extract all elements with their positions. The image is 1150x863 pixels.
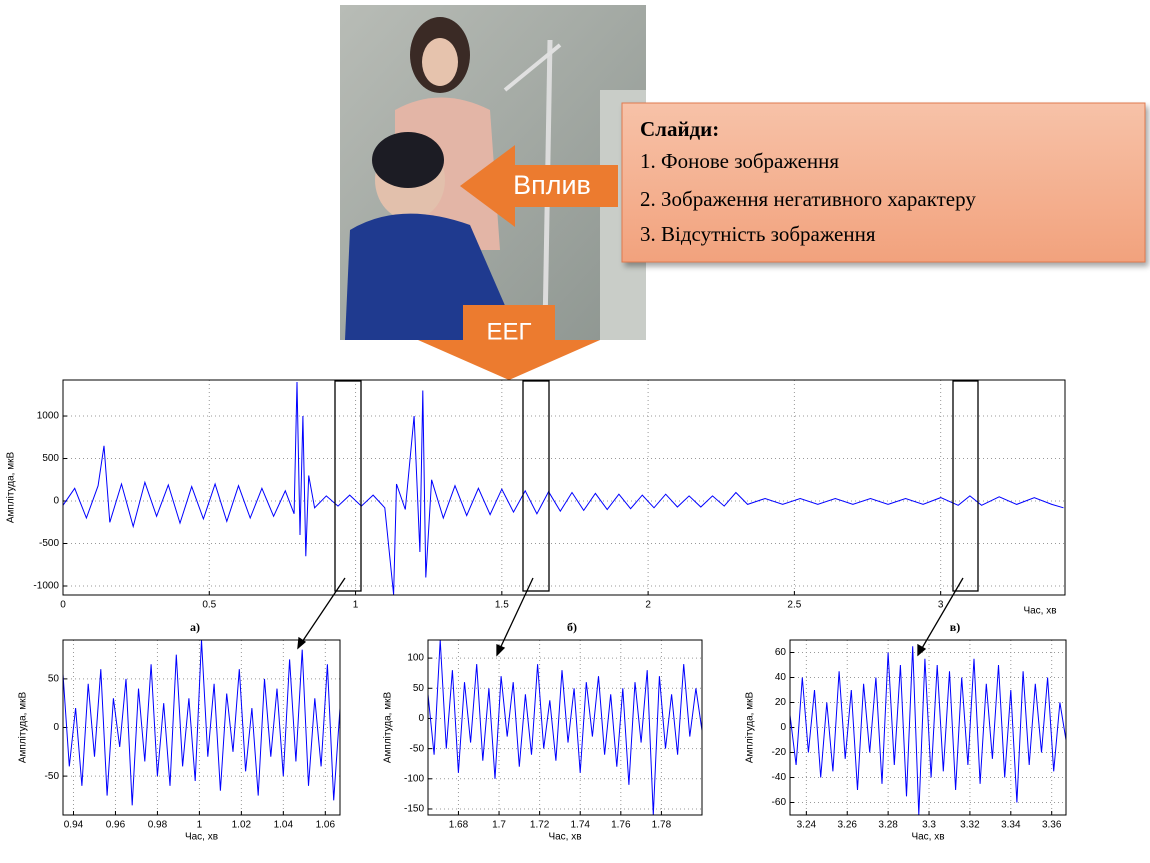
y-tick-label: -1000 [33,581,59,592]
influence-arrow: Вплив [460,145,618,227]
x-axis-label: Час, хв [911,832,944,843]
x-tick-label: 2.5 [787,600,801,611]
x-tick-label: 1.5 [495,600,509,611]
panel-caption: а) [190,620,200,634]
callout: Слайди: 1. Фонове зображення 2. Зображен… [621,102,1146,263]
axes-frame [62,639,341,816]
y-tick-label: 100 [407,653,424,664]
y-tick-label: -500 [39,538,59,549]
x-axis-label: Час, хв [1023,606,1056,617]
callout-item: 1. Фонове зображення [640,149,839,173]
y-tick-label: -60 [772,797,787,808]
arrow-label: ЕЕГ [486,318,531,345]
chart: 3.24 3.26 3.28 3.3 3.32 3.34 3.36 -60 -40 -20 0 20 4… [745,620,1067,843]
y-tick-label: 50 [48,674,60,685]
y-tick-label: -50 [410,743,425,754]
y-tick-label: -150 [404,804,424,815]
panel-caption: б) [567,620,577,634]
y-tick-label: 500 [42,453,59,464]
x-tick-label: 3.26 [838,820,858,831]
plot-area [63,640,340,815]
y-tick-label: 0 [53,722,59,733]
x-tick-label: 3.24 [797,820,817,831]
y-tick-label: 0 [780,722,786,733]
x-tick-label: 0.94 [64,820,84,831]
zoom-markers [297,380,979,657]
x-tick-label: 1 [197,820,203,831]
signal-line [63,640,340,806]
y-tick-label: 1000 [37,411,60,422]
y-axis-label: Амплітуда, мкВ [383,692,394,764]
x-tick-label: 1.76 [611,820,631,831]
axes-frame [62,379,1066,596]
callout-item: 3. Відсутність зображення [640,222,876,246]
x-tick-label: 3 [938,600,944,611]
x-tick-label: 1.72 [530,820,550,831]
x-tick-label: 0.5 [202,600,216,611]
x-tick-label: 0.98 [148,820,168,831]
y-tick-label: -40 [772,772,787,783]
plot-area [63,380,1065,595]
axes-frame [427,639,703,816]
x-tick-label: 3.28 [878,820,898,831]
callout-item: 2. Зображення негативного характеру [640,187,976,211]
y-tick-label: 20 [775,697,787,708]
signal-line [63,381,1064,595]
y-tick-label: -20 [772,747,787,758]
x-tick-label: 1.06 [316,820,336,831]
chart: 0.94 0.96 0.98 1 1.02 1.04 1.06 -50 0 50 Час, хв а)… [18,620,341,843]
eeg-arrow: ЕЕГ [418,305,600,380]
y-tick-label: 60 [775,647,787,658]
x-tick-label: 3.32 [960,820,980,831]
x-tick-label: 3.36 [1042,820,1062,831]
panel-caption: в) [950,620,960,634]
y-tick-label: 0 [53,496,59,507]
y-axis-label: Амплітуда, мкВ [6,452,17,524]
x-tick-label: 3.34 [1001,820,1021,831]
x-tick-label: 1.68 [449,820,469,831]
y-axis-label: Амплітуда, мкВ [18,692,29,764]
x-tick-label: 1.04 [274,820,294,831]
x-tick-label: 3.3 [922,820,936,831]
x-axis-label: Час, хв [548,832,581,843]
x-tick-label: 1 [353,600,359,611]
plot-area [428,640,702,815]
callout-title: Слайди: [640,117,719,141]
x-tick-label: 1.78 [652,820,672,831]
signal-line [428,640,702,815]
y-tick-label: 0 [418,713,424,724]
chart: 1.68 1.7 1.72 1.74 1.76 1.78 -150 -100 -50 0 50 100… [383,620,703,843]
x-tick-label: 1.74 [570,820,590,831]
signal-line [790,646,1066,815]
x-tick-label: 1.7 [492,820,506,831]
y-axis-label: Амплітуда, мкВ [745,692,756,764]
y-tick-label: 50 [413,683,425,694]
x-tick-label: 0.96 [106,820,126,831]
y-tick-label: -100 [404,773,424,784]
x-tick-label: 1.02 [232,820,252,831]
x-tick-label: 2 [645,600,651,611]
x-axis-label: Час, хв [185,832,218,843]
axes-frame [789,639,1067,816]
x-tick-label: 0 [60,600,66,611]
arrow-label: Вплив [513,170,591,200]
y-tick-label: -50 [45,771,60,782]
chart: 0 0.5 1 1.5 2 2.5 3 -1000 -500 0 500 1000 Час, хв Амп… [6,379,1066,617]
y-tick-label: 40 [775,672,787,683]
